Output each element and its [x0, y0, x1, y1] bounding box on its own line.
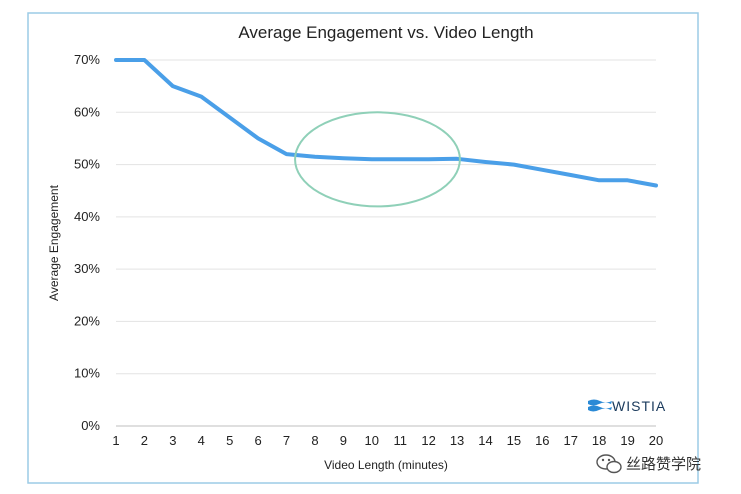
x-tick-label: 4: [198, 433, 205, 448]
watermark-text: 丝路赞学院: [626, 455, 701, 473]
x-tick-label: 14: [478, 433, 492, 448]
x-tick-label: 11: [393, 433, 407, 448]
x-tick-label: 17: [564, 433, 578, 448]
series-group: [114, 58, 658, 188]
y-tick-label: 30%: [74, 261, 100, 276]
x-tick-label: 13: [450, 433, 464, 448]
y-tick-labels: 0% 10% 20% 30% 40% 50% 60% 70%: [74, 52, 100, 433]
y-tick-label: 50%: [74, 157, 100, 172]
y-tick-label: 40%: [74, 209, 100, 224]
highlight-group: [294, 111, 461, 208]
x-tick-label: 18: [592, 433, 606, 448]
x-tick-label: 15: [507, 433, 521, 448]
x-tick-label: 1: [112, 433, 119, 448]
highlight-ellipse: [294, 111, 461, 208]
y-tick-label: 0%: [81, 418, 100, 433]
x-tick-label: 5: [226, 433, 233, 448]
y-tick-label: 60%: [74, 104, 100, 119]
y-tick-label: 20%: [74, 313, 100, 328]
x-tick-label: 7: [283, 433, 290, 448]
x-tick-label: 9: [340, 433, 347, 448]
chart-frame: [27, 12, 699, 484]
x-tick-label: 10: [365, 433, 379, 448]
wistia-wave-icon: [588, 399, 612, 412]
series-line: [114, 58, 658, 188]
y-tick-label: 10%: [74, 366, 100, 381]
wistia-logo: WISTIA: [588, 398, 666, 414]
x-tick-label: 16: [535, 433, 549, 448]
wistia-logo-text: WISTIA: [612, 398, 666, 414]
x-tick-labels: 1 2 3 4 5 6 7 8 9 10 11 12 13 14 15 16 17 18 19 20: [112, 433, 663, 448]
x-axis-label: Video Length (minutes): [324, 458, 448, 472]
x-tick-label: 20: [649, 433, 663, 448]
wechat-icon: [596, 454, 622, 474]
y-axis-label: Average Engagement: [47, 184, 61, 301]
x-tick-label: 2: [141, 433, 148, 448]
x-tick-label: 3: [169, 433, 176, 448]
x-tick-label: 12: [421, 433, 435, 448]
x-tick-label: 8: [311, 433, 318, 448]
y-tick-label: 70%: [74, 52, 100, 67]
x-tick-label: 19: [620, 433, 634, 448]
gridlines: [116, 59, 656, 427]
chart-title: Average Engagement vs. Video Length: [238, 23, 533, 42]
watermark: 丝路赞学院: [596, 454, 701, 474]
x-tick-label: 6: [254, 433, 261, 448]
